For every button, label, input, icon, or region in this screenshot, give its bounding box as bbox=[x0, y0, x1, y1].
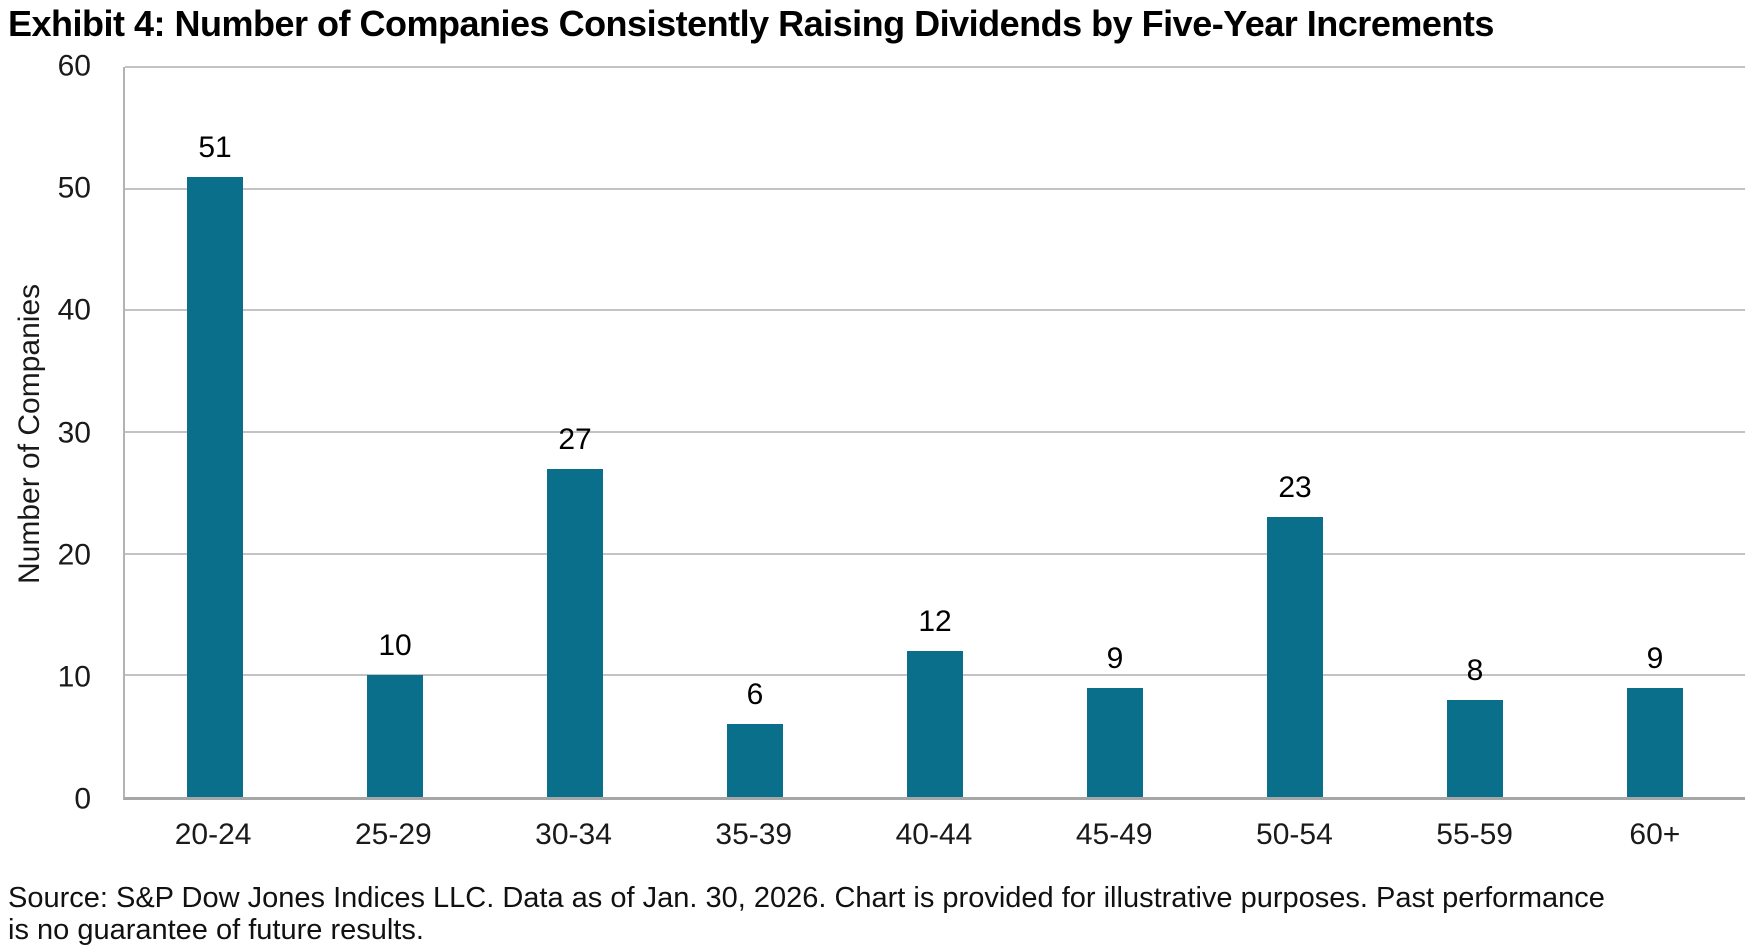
gridline bbox=[125, 552, 1745, 555]
y-tick-label: 50 bbox=[57, 171, 91, 205]
bar bbox=[187, 176, 243, 797]
bar-value-label: 27 bbox=[558, 422, 592, 456]
x-tick-label: 60+ bbox=[1629, 818, 1681, 851]
bar-column: 51 bbox=[125, 67, 305, 797]
x-tick-label: 35-39 bbox=[715, 818, 793, 851]
bar-column: 23 bbox=[1205, 67, 1385, 797]
bar-value-label: 51 bbox=[198, 130, 232, 164]
bar-value-label: 10 bbox=[378, 629, 412, 663]
bar-value-label: 8 bbox=[1466, 653, 1484, 687]
bar bbox=[1627, 687, 1683, 797]
bar-value-label: 12 bbox=[918, 605, 952, 638]
bar bbox=[727, 724, 783, 797]
bar-value-label: 9 bbox=[1106, 641, 1124, 675]
bar-value-label: 23 bbox=[1278, 471, 1312, 505]
bar-value-label: 9 bbox=[1646, 641, 1664, 675]
x-tick-label: 20-24 bbox=[174, 818, 252, 851]
bar bbox=[1267, 517, 1323, 797]
y-tick-label: 10 bbox=[57, 660, 91, 694]
bar-column: 8 bbox=[1385, 67, 1565, 797]
bar bbox=[907, 651, 963, 797]
bar-series: 51 10 27 6 12 9 23 8 9 bbox=[125, 67, 1745, 797]
bar-column: 27 bbox=[485, 67, 665, 797]
bar-column: 10 bbox=[305, 67, 485, 797]
source-note: Source: S&P Dow Jones Indices LLC. Data … bbox=[8, 882, 1605, 946]
chart-title: Exhibit 4: Number of Companies Consisten… bbox=[8, 3, 1494, 44]
x-tick-label: 40-44 bbox=[895, 818, 973, 851]
x-tick-label: 50-54 bbox=[1256, 818, 1333, 851]
bar-column: 6 bbox=[665, 67, 845, 797]
bar-column: 9 bbox=[1565, 67, 1745, 797]
y-tick-label: 60 bbox=[57, 49, 91, 83]
bar bbox=[547, 468, 603, 797]
bar bbox=[1447, 699, 1503, 797]
x-tick-label: 45-49 bbox=[1075, 818, 1153, 851]
gridline bbox=[125, 431, 1745, 433]
y-tick-label: 40 bbox=[57, 293, 91, 327]
bar-column: 9 bbox=[1025, 67, 1205, 797]
x-axis-ticks: 20-24 25-29 30-34 35-39 40-44 45-49 50-54 55-59… bbox=[123, 812, 1745, 858]
y-tick-label: 0 bbox=[74, 782, 91, 816]
gridline bbox=[125, 309, 1745, 312]
bar bbox=[367, 675, 423, 797]
y-axis-ticks: 0 10 20 30 40 50 60 bbox=[31, 49, 91, 815]
y-tick-label: 30 bbox=[57, 415, 91, 449]
x-tick-label: 30-34 bbox=[535, 818, 612, 851]
plot-area: 51 10 27 6 12 9 23 8 9 bbox=[123, 66, 1745, 800]
x-tick-label: 25-29 bbox=[354, 818, 432, 851]
gridline bbox=[125, 187, 1745, 190]
bar-column: 12 bbox=[845, 67, 1025, 797]
y-tick-label: 20 bbox=[57, 537, 91, 571]
bar bbox=[1087, 687, 1143, 797]
bar-value-label: 6 bbox=[746, 678, 764, 711]
gridline bbox=[125, 66, 1745, 68]
x-tick-label: 55-59 bbox=[1436, 818, 1513, 851]
